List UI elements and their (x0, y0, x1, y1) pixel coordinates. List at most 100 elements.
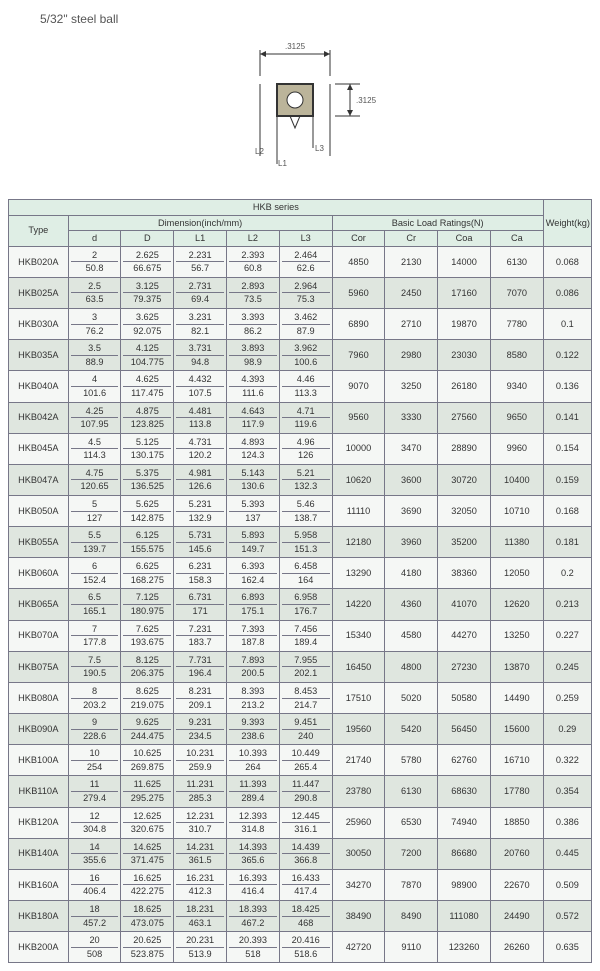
diagram-l1: L1 (278, 159, 287, 168)
cell-Cr: 3330 (385, 402, 438, 433)
cell-weight: 0.068 (543, 246, 591, 277)
cell-weight: 0.29 (543, 714, 591, 745)
cell-Coa: 50580 (438, 682, 491, 713)
cell-L2: 9.393238.6 (227, 714, 280, 745)
table-row: HKB090A9228.69.625244.4759.231234.59.393… (9, 714, 592, 745)
cell-type: HKB055A (9, 527, 69, 558)
diagram-l2: L2 (255, 147, 264, 156)
cell-D: 2.62566.675 (121, 246, 174, 277)
table-row: HKB140A14355.614.625371.47514.231361.514… (9, 838, 592, 869)
cell-L2: 2.39360.8 (227, 246, 280, 277)
cell-Cor: 42720 (332, 932, 385, 963)
cell-D: 5.125130.175 (121, 433, 174, 464)
cell-Ca: 9650 (490, 402, 543, 433)
cell-Cor: 5960 (332, 277, 385, 308)
cell-D: 8.125206.375 (121, 651, 174, 682)
cell-Cr: 5780 (385, 745, 438, 776)
cell-D: 3.62592.075 (121, 309, 174, 340)
cell-L1: 2.23156.7 (174, 246, 227, 277)
cell-Cr: 4800 (385, 651, 438, 682)
table-row: HKB025A2.563.53.12579.3752.73169.42.8937… (9, 277, 592, 308)
cell-D: 5.625142.875 (121, 495, 174, 526)
cell-D: 7.625193.675 (121, 620, 174, 651)
diagram-right-label: .3125 (356, 96, 377, 105)
cell-d: 250.8 (68, 246, 121, 277)
cell-type: HKB180A (9, 901, 69, 932)
cell-type: HKB020A (9, 246, 69, 277)
cell-type: HKB030A (9, 309, 69, 340)
table-row: HKB080A8203.28.625219.0758.231209.18.393… (9, 682, 592, 713)
cell-L2: 7.893200.5 (227, 651, 280, 682)
cell-Coa: 68630 (438, 776, 491, 807)
cell-L1: 20.231513.9 (174, 932, 227, 963)
cell-Ca: 22670 (490, 869, 543, 900)
cell-Coa: 28890 (438, 433, 491, 464)
cell-type: HKB200A (9, 932, 69, 963)
cell-L1: 4.731120.2 (174, 433, 227, 464)
cell-type: HKB100A (9, 745, 69, 776)
col-L3: L3 (279, 231, 332, 247)
cell-L1: 8.231209.1 (174, 682, 227, 713)
cell-Cor: 15340 (332, 620, 385, 651)
cell-type: HKB160A (9, 869, 69, 900)
cell-d: 7.5190.5 (68, 651, 121, 682)
cell-type: HKB075A (9, 651, 69, 682)
cell-L3: 5.958151.3 (279, 527, 332, 558)
cell-Coa: 38360 (438, 558, 491, 589)
cell-L1: 5.731145.6 (174, 527, 227, 558)
table-row: HKB020A250.82.62566.6752.23156.72.39360.… (9, 246, 592, 277)
cell-Ca: 12050 (490, 558, 543, 589)
cell-L2: 4.893124.3 (227, 433, 280, 464)
cell-Coa: 27230 (438, 651, 491, 682)
cell-L2: 4.393111.6 (227, 371, 280, 402)
cell-weight: 0.1 (543, 309, 591, 340)
cell-type: HKB042A (9, 402, 69, 433)
cell-Cor: 21740 (332, 745, 385, 776)
col-Ca: Ca (490, 231, 543, 247)
cell-d: 12304.8 (68, 807, 121, 838)
cell-Coa: 30720 (438, 464, 491, 495)
cell-type: HKB035A (9, 340, 69, 371)
cell-D: 7.125180.975 (121, 589, 174, 620)
cell-d: 5.5139.7 (68, 527, 121, 558)
cell-L1: 2.73169.4 (174, 277, 227, 308)
table-row: HKB047A4.75120.655.375136.5254.981126.65… (9, 464, 592, 495)
cell-weight: 0.213 (543, 589, 591, 620)
col-L2: L2 (227, 231, 280, 247)
cell-Cr: 9110 (385, 932, 438, 963)
cell-d: 18457.2 (68, 901, 121, 932)
cell-Cr: 3600 (385, 464, 438, 495)
cell-L3: 5.46138.7 (279, 495, 332, 526)
cell-L3: 18.425468 (279, 901, 332, 932)
cell-type: HKB120A (9, 807, 69, 838)
cell-Ca: 15600 (490, 714, 543, 745)
cell-d: 14355.6 (68, 838, 121, 869)
col-Coa: Coa (438, 231, 491, 247)
table-row: HKB050A51275.625142.8755.231132.95.39313… (9, 495, 592, 526)
cell-Ca: 17780 (490, 776, 543, 807)
cell-L3: 4.71119.6 (279, 402, 332, 433)
cell-type: HKB065A (9, 589, 69, 620)
cell-L2: 3.89398.9 (227, 340, 280, 371)
cell-Cr: 4360 (385, 589, 438, 620)
col-D: D (121, 231, 174, 247)
cell-L3: 7.955202.1 (279, 651, 332, 682)
cell-weight: 0.2 (543, 558, 591, 589)
cell-D: 5.375136.525 (121, 464, 174, 495)
cell-L2: 3.39386.2 (227, 309, 280, 340)
table-row: HKB180A18457.218.625473.07518.231463.118… (9, 901, 592, 932)
cell-Ca: 18850 (490, 807, 543, 838)
cell-weight: 0.181 (543, 527, 591, 558)
cell-L3: 2.96475.3 (279, 277, 332, 308)
cell-D: 4.125104.775 (121, 340, 174, 371)
cell-Ca: 12620 (490, 589, 543, 620)
cell-L2: 7.393187.8 (227, 620, 280, 651)
cell-Cr: 3470 (385, 433, 438, 464)
cell-Ca: 6130 (490, 246, 543, 277)
cell-D: 4.875123.825 (121, 402, 174, 433)
cell-L3: 7.456189.4 (279, 620, 332, 651)
cell-L2: 20.393518 (227, 932, 280, 963)
cell-L3: 20.416518.6 (279, 932, 332, 963)
cell-Coa: 27560 (438, 402, 491, 433)
cell-L1: 11.231285.3 (174, 776, 227, 807)
